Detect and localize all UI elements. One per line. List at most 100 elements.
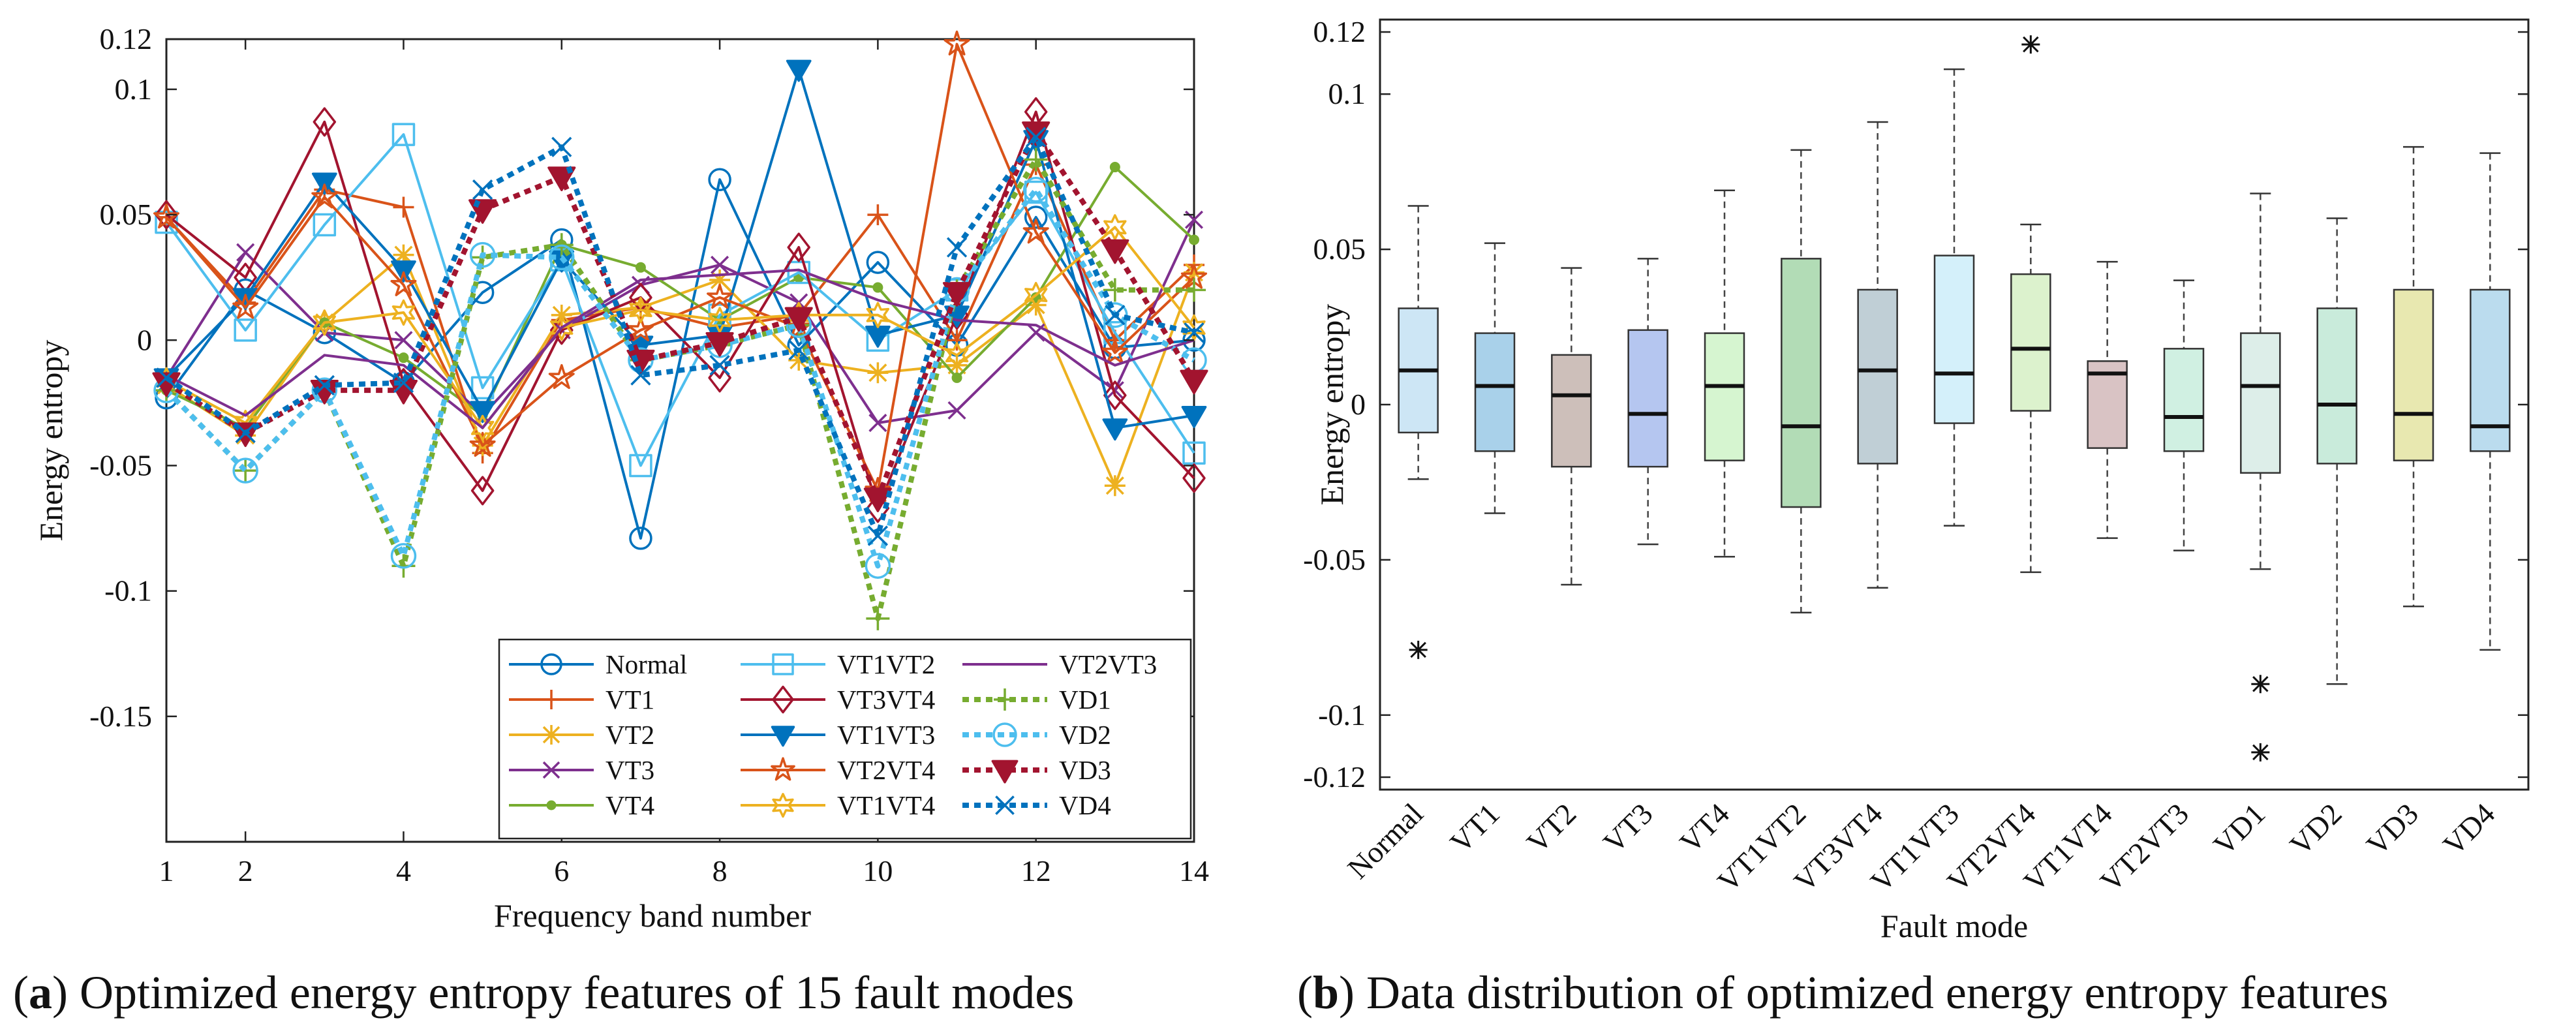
- data-point-vd4: [1026, 127, 1047, 147]
- series-line-vd2: [164, 187, 1195, 569]
- data-point-vt2vt4: [1101, 339, 1128, 364]
- data-point-vd4: [472, 179, 493, 200]
- x-tick-label: 4: [396, 854, 411, 887]
- series-line-vd4: [164, 134, 1195, 539]
- data-point-vt1vt4: [391, 299, 416, 326]
- data-point-vt1vt4: [708, 307, 731, 333]
- data-point-vt2: [1184, 262, 1204, 283]
- data-point-vt1vt3: [1102, 418, 1128, 441]
- data-point-vd1: [1182, 278, 1206, 302]
- data-point-vd3: [1101, 239, 1129, 264]
- x-tick-label: 1: [159, 854, 174, 887]
- legend-marker-vd4: [995, 795, 1015, 815]
- x-tick-label: VD1: [2207, 797, 2271, 861]
- legend-label-vd1: VD1: [1059, 685, 1111, 715]
- data-point-vd3: [784, 307, 813, 332]
- panel-b-box-plot: Normal VT1 VT2 VT3 VT4VT1VT2VT3VT4VT1VT3VT2V…: [1303, 15, 2530, 944]
- data-point-vt3: [394, 331, 413, 350]
- caption-a-text: Optimized energy entropy features of 15 …: [80, 966, 1074, 1019]
- data-point-vt2: [1104, 475, 1126, 497]
- series-vd4: [156, 127, 1204, 546]
- outlier-marker: [2251, 675, 2270, 694]
- box-body: [1933, 254, 1975, 424]
- legend-label-normal: Normal: [606, 649, 687, 679]
- box-body: [1551, 354, 1592, 468]
- legend-marker-vd2: [992, 722, 1017, 747]
- y-tick-label: -0.05: [89, 448, 152, 482]
- data-point-vt3vt4: [1182, 463, 1206, 493]
- x-tick-label: VD4: [2436, 797, 2501, 861]
- legend-marker-vd3: [991, 760, 1019, 784]
- y-tick-label: 0.12: [100, 22, 153, 55]
- data-point-vd1: [1103, 278, 1127, 302]
- legend-marker-vt3vt4: [772, 685, 794, 714]
- data-point-normal: [708, 168, 731, 191]
- x-tick-label: VT3: [1597, 797, 1659, 859]
- data-point-vd2: [232, 457, 258, 484]
- data-point-vd1: [234, 459, 258, 483]
- data-point-vt1vt2: [391, 123, 416, 146]
- data-point-vt4: [635, 262, 646, 273]
- legend-label-vt3: VT3: [606, 755, 654, 785]
- data-point-vt1vt3: [1181, 406, 1207, 428]
- data-point-normal: [629, 527, 652, 550]
- x-tick-label: 10: [863, 854, 893, 887]
- legend-marker-vt2: [542, 725, 561, 745]
- box-body: [2393, 288, 2434, 461]
- data-point-vt2vt4: [311, 183, 338, 209]
- data-point-vd2: [865, 553, 891, 579]
- legend-label-vd4: VD4: [1059, 790, 1111, 820]
- series-line-vt1vt2: [165, 133, 1195, 467]
- y-tick-label: -0.1: [1318, 698, 1366, 732]
- y-tick-label: -0.1: [104, 574, 152, 608]
- caption-a: (a) Optimized energy entropy features of…: [13, 966, 1074, 1019]
- x-tick-label: VT1: [1443, 797, 1506, 859]
- series-vd3: [152, 121, 1208, 512]
- data-point-vt4: [951, 372, 962, 383]
- data-point-normal: [1024, 206, 1048, 229]
- data-point-vt4: [398, 352, 409, 363]
- data-point-vt2vt4: [232, 294, 259, 319]
- data-point-vd2: [549, 244, 575, 271]
- legend-box: [498, 638, 1192, 840]
- data-point-vt3vt4: [787, 232, 810, 262]
- box-body: [1704, 332, 1745, 461]
- series-line-vt2vt3: [166, 268, 1195, 429]
- panel-a-legend: NormalVT1VT2VT3VT4VT1VT2VT3VT4VT1VT3VT2V…: [498, 638, 1192, 840]
- data-point-vd4: [630, 365, 651, 386]
- legend-marker-vt4: [546, 800, 557, 810]
- outlier-marker: [1409, 640, 1428, 659]
- caption-b-label: b: [1313, 966, 1339, 1019]
- series-vt4: [161, 162, 1199, 433]
- data-point-vd4: [1184, 322, 1204, 343]
- data-point-vd4: [314, 375, 335, 396]
- data-point-vt2: [630, 297, 651, 318]
- box-vt3: VT3: [1597, 258, 1668, 859]
- y-tick-label: 0: [1351, 388, 1366, 421]
- data-point-vt3vt4: [313, 107, 337, 137]
- outlier-marker: [2251, 743, 2270, 762]
- legend-marker-vt1vt2: [772, 653, 794, 675]
- box-body: [2010, 273, 2051, 412]
- data-point-vt3vt4: [1103, 380, 1127, 410]
- data-point-vt1vt4: [313, 309, 336, 336]
- data-point-vt2: [709, 270, 731, 290]
- legend-label-vt2: VT2: [606, 720, 654, 750]
- x-tick-label: 12: [1021, 854, 1051, 887]
- x-tick-label: 6: [554, 854, 569, 887]
- data-point-vt4: [872, 282, 883, 293]
- legend-marker-vt3: [542, 761, 560, 779]
- box-body: [1474, 332, 1516, 452]
- panel-a-line-chart: 1 2 4 6 8 10 12 140.120.10.050-0.05-0.1-0.15 Fr…: [33, 22, 1209, 934]
- x-tick-label: VT2: [1520, 797, 1583, 859]
- series-line-normal: [165, 178, 1195, 540]
- data-point-vt3vt4: [470, 476, 495, 506]
- data-point-vt1vt4: [470, 414, 495, 441]
- data-point-normal: [866, 251, 890, 274]
- data-point-vd3: [863, 487, 892, 512]
- data-point-vt4: [1189, 234, 1199, 245]
- data-point-vd4: [1105, 305, 1126, 326]
- series-line-vt1vt4: [166, 226, 1195, 429]
- legend-marker-vd1: [994, 688, 1016, 711]
- legend-marker-vt1: [542, 690, 561, 709]
